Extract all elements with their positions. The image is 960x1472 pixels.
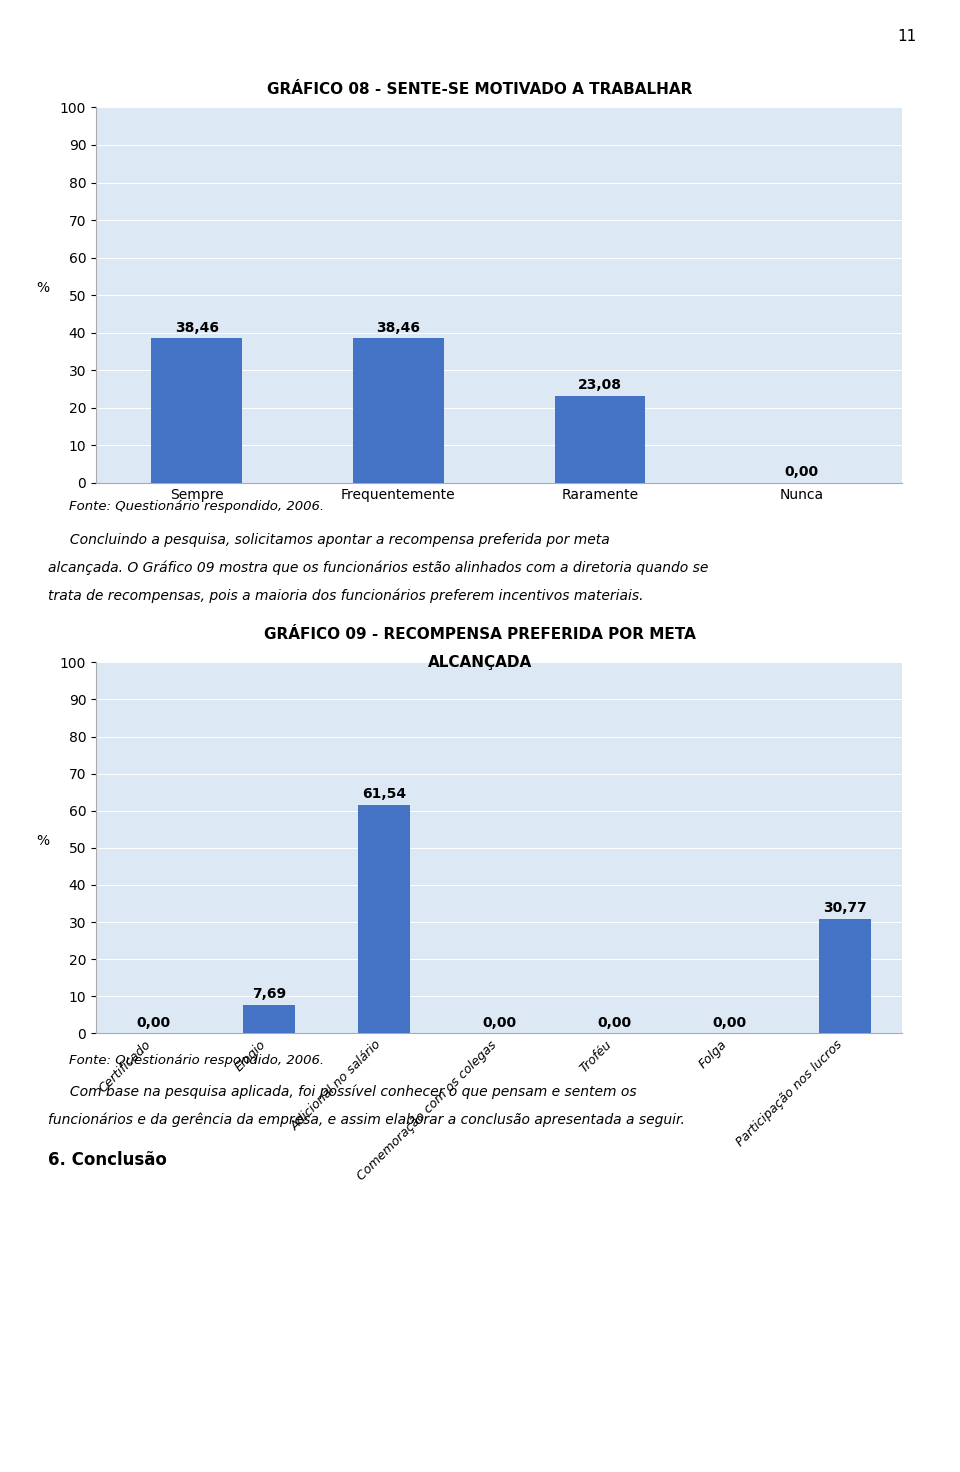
Y-axis label: %: %: [36, 833, 50, 848]
Text: 38,46: 38,46: [175, 321, 219, 334]
Text: alcançada. O Gráfico 09 mostra que os funcionários estão alinhados com a diretor: alcançada. O Gráfico 09 mostra que os fu…: [48, 561, 708, 576]
Bar: [555, 396, 645, 483]
Text: 7,69: 7,69: [252, 988, 286, 1001]
Text: Concluindo a pesquisa, solicitamos apontar a recompensa preferida por meta: Concluindo a pesquisa, solicitamos apont…: [48, 533, 610, 548]
Text: GRÁFICO 09 - RECOMPENSA PREFERIDA POR META: GRÁFICO 09 - RECOMPENSA PREFERIDA POR ME…: [264, 627, 696, 642]
Y-axis label: %: %: [36, 281, 50, 294]
Bar: [358, 805, 410, 1033]
Text: Com base na pesquisa aplicada, foi possível conhecer o que pensam e sentem os: Com base na pesquisa aplicada, foi possí…: [48, 1085, 636, 1100]
Text: 0,00: 0,00: [482, 1016, 516, 1029]
Text: GRÁFICO 08 - SENTE-SE MOTIVADO A TRABALHAR: GRÁFICO 08 - SENTE-SE MOTIVADO A TRABALH…: [267, 82, 693, 97]
Bar: [819, 919, 871, 1033]
Text: 0,00: 0,00: [712, 1016, 747, 1029]
Text: funcionários e da gerência da empresa, e assim elaborar a conclusão apresentada : funcionários e da gerência da empresa, e…: [48, 1113, 684, 1128]
Text: 11: 11: [898, 29, 917, 44]
Bar: [243, 1005, 295, 1033]
Text: trata de recompensas, pois a maioria dos funcionários preferem incentivos materi: trata de recompensas, pois a maioria dos…: [48, 589, 643, 604]
Text: 38,46: 38,46: [376, 321, 420, 334]
Text: 30,77: 30,77: [823, 901, 867, 916]
Text: 0,00: 0,00: [784, 465, 819, 478]
Text: 61,54: 61,54: [362, 788, 406, 801]
Text: Fonte: Questionário respondido, 2006.: Fonte: Questionário respondido, 2006.: [69, 1054, 324, 1067]
Text: 23,08: 23,08: [578, 378, 622, 393]
Text: Fonte: Questionário respondido, 2006.: Fonte: Questionário respondido, 2006.: [69, 500, 324, 514]
Text: 6. Conclusão: 6. Conclusão: [48, 1151, 167, 1169]
Bar: [353, 339, 444, 483]
Text: 0,00: 0,00: [136, 1016, 171, 1029]
Text: 0,00: 0,00: [597, 1016, 632, 1029]
Text: ALCANÇADA: ALCANÇADA: [428, 655, 532, 670]
Bar: [152, 339, 242, 483]
